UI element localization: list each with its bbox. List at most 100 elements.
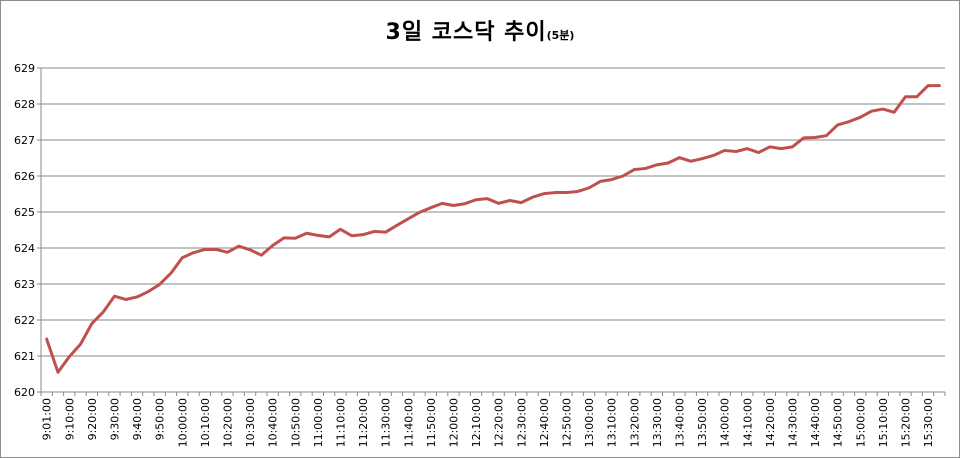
data-point: [475, 198, 478, 201]
data-point: [655, 163, 658, 166]
data-point: [768, 145, 771, 148]
data-point: [825, 134, 828, 137]
y-tick-label: 624: [14, 242, 35, 255]
data-point: [621, 175, 624, 178]
x-tick-label: 13:50:00: [696, 398, 709, 447]
data-point: [102, 311, 105, 314]
data-point: [633, 168, 636, 171]
x-tick-label: 12:30:00: [515, 398, 528, 447]
x-tick-label: 10:40:00: [267, 398, 280, 447]
data-point: [588, 186, 591, 189]
data-point: [192, 251, 195, 254]
x-tick-label: 14:00:00: [719, 398, 732, 447]
data-point: [384, 231, 387, 234]
x-tick-label: 12:10:00: [470, 398, 483, 447]
data-point: [124, 298, 127, 301]
data-point: [780, 147, 783, 150]
data-point: [531, 196, 534, 199]
x-tick-label: 10:10:00: [199, 398, 212, 447]
x-tick-label: 11:30:00: [380, 398, 393, 447]
data-point: [667, 162, 670, 165]
data-point: [113, 295, 116, 298]
data-point: [45, 338, 48, 341]
data-point: [915, 95, 918, 98]
x-tick-label: 15:20:00: [899, 398, 912, 447]
x-tick-label: 12:50:00: [560, 398, 573, 447]
x-tick-label: 14:40:00: [809, 398, 822, 447]
data-point: [486, 197, 489, 200]
data-point: [520, 201, 523, 204]
data-point: [68, 355, 71, 358]
data-point: [508, 199, 511, 202]
data-point: [497, 202, 500, 205]
data-point: [90, 322, 93, 325]
data-point: [79, 343, 82, 346]
chart-title-sub: (5분): [546, 29, 575, 42]
x-tick-label: 14:30:00: [786, 398, 799, 447]
data-point: [282, 236, 285, 239]
y-tick-label: 621: [14, 350, 35, 363]
data-point: [418, 211, 421, 214]
data-point: [723, 149, 726, 152]
data-point: [893, 111, 896, 114]
data-point: [373, 230, 376, 233]
data-point: [203, 248, 206, 251]
x-tick-label: 13:00:00: [583, 398, 596, 447]
data-point: [701, 157, 704, 160]
y-tick-label: 622: [14, 314, 35, 327]
series-line: [45, 84, 941, 374]
data-point: [938, 84, 941, 87]
data-point: [136, 295, 139, 298]
data-point: [215, 248, 218, 251]
x-tick-label: 13:30:00: [651, 398, 664, 447]
data-point: [249, 248, 252, 251]
x-tick-label: 9:50:00: [154, 398, 167, 440]
x-tick-label: 9:01:00: [41, 398, 54, 440]
data-point: [599, 180, 602, 183]
data-point: [678, 156, 681, 159]
x-tick-label: 10:50:00: [289, 398, 302, 447]
data-point: [734, 150, 737, 153]
data-point: [689, 160, 692, 163]
y-tick-label: 623: [14, 278, 35, 291]
x-tick-label: 10:30:00: [244, 398, 257, 447]
data-point: [169, 272, 172, 275]
data-point: [429, 206, 432, 209]
x-tick-label: 13:40:00: [673, 398, 686, 447]
data-point: [56, 371, 59, 374]
data-point: [904, 95, 907, 98]
data-point: [712, 154, 715, 157]
data-point: [927, 84, 930, 87]
x-tick-label: 11:40:00: [402, 398, 415, 447]
series-line-group: [45, 84, 941, 374]
data-point: [554, 191, 557, 194]
x-tick-label: 9:40:00: [131, 398, 144, 440]
data-point: [859, 116, 862, 119]
x-tick-label: 11:20:00: [357, 398, 370, 447]
data-point: [802, 136, 805, 139]
x-tick-label: 15:00:00: [854, 398, 867, 447]
x-axis: 9:01:00 9:10:00 9:20:00 9:30:00 9:40:00 9:50:…: [40, 391, 946, 447]
x-tick-label: 9:10:00: [63, 398, 76, 440]
data-point: [316, 234, 319, 237]
x-tick-label: 11:50:00: [425, 398, 438, 447]
y-axis: 620 621 622 623 624 625 626 627 628 629: [14, 62, 42, 399]
x-tick-label: 14:50:00: [832, 398, 845, 447]
data-point: [814, 136, 817, 139]
x-tick-label: 9:20:00: [86, 398, 99, 440]
data-point: [565, 191, 568, 194]
data-point: [542, 192, 545, 195]
y-tick-label: 628: [14, 98, 35, 111]
data-point: [294, 237, 297, 240]
x-tick-label: 10:20:00: [221, 398, 234, 447]
y-tick-label: 629: [14, 62, 35, 75]
x-tick-label: 11:10:00: [334, 398, 347, 447]
data-point: [441, 202, 444, 205]
x-tick-label: 12:00:00: [447, 398, 460, 447]
chart-title-main: 3일 코스닥 추이: [385, 20, 547, 45]
y-tick-label: 625: [14, 206, 35, 219]
x-tick-label: 13:10:00: [606, 398, 619, 447]
y-tick-label: 620: [14, 386, 35, 399]
